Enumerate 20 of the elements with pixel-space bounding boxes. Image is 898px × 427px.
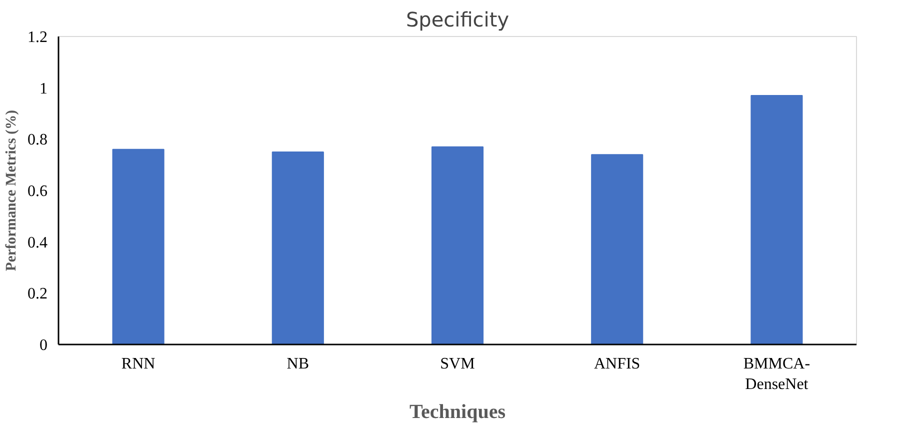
x-tick-label: NB <box>286 356 310 372</box>
bar <box>750 95 803 344</box>
y-tick-label: 0.6 <box>28 183 48 200</box>
x-tick-label: SVM <box>440 356 475 372</box>
bar <box>272 152 324 344</box>
bar <box>431 146 484 344</box>
y-axis-title: Performance Metrics (%) <box>4 110 20 272</box>
y-tick-label: 1 <box>40 80 48 98</box>
y-tick-label: 0.8 <box>28 132 48 149</box>
bar <box>112 148 164 344</box>
x-axis-title: Techniques <box>410 400 506 423</box>
x-tick-label: RNN <box>121 356 156 372</box>
y-tick-label: 0.2 <box>28 286 48 303</box>
bar <box>591 154 644 344</box>
x-tick-label: BMMCA-DenseNet <box>743 356 810 393</box>
x-tick-label: ANFIS <box>594 356 640 372</box>
y-tick-label: 1.2 <box>28 29 48 46</box>
y-tick-label: 0.4 <box>28 234 48 252</box>
chart-title: Specificity <box>406 8 510 32</box>
y-tick-label: 0 <box>40 337 48 354</box>
